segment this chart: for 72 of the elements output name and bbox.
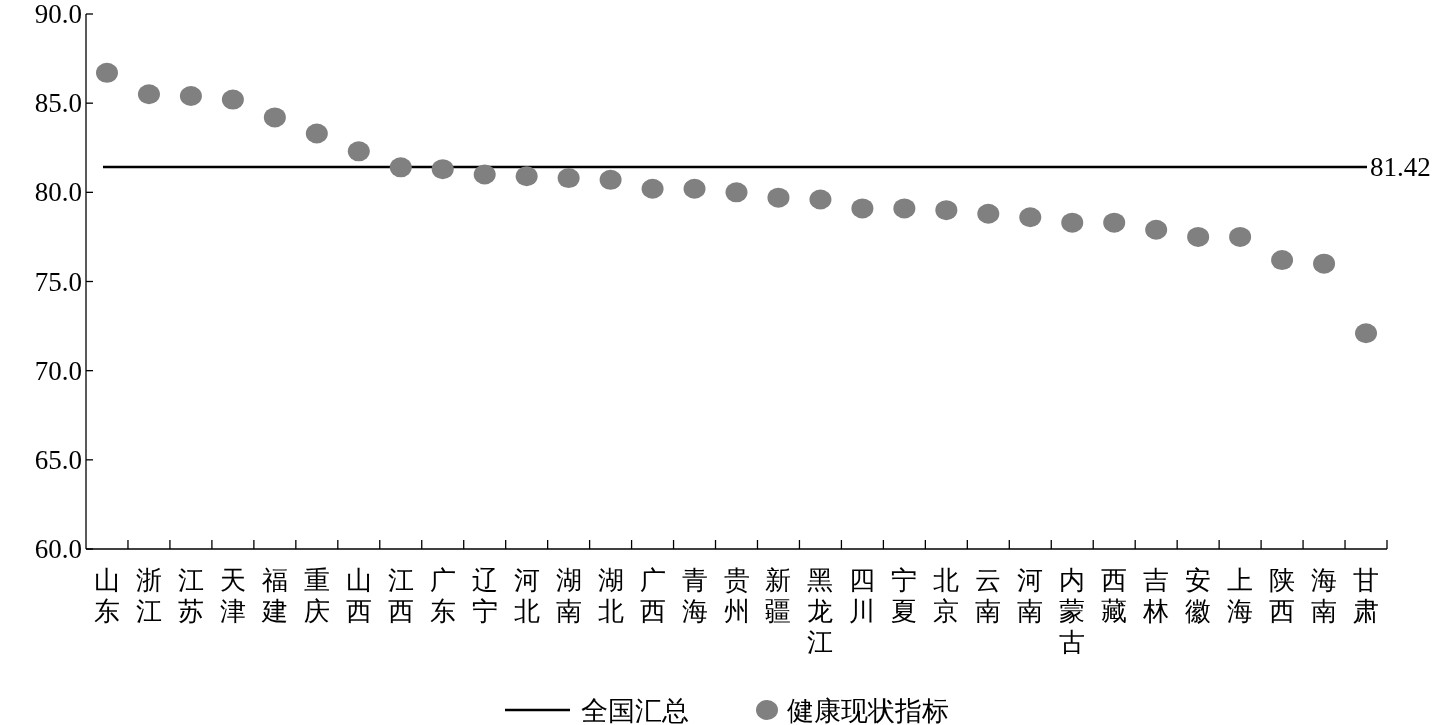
point — [1187, 226, 1210, 247]
point — [1019, 207, 1042, 228]
point — [1355, 323, 1378, 344]
point — [1313, 253, 1336, 274]
point — [263, 107, 286, 128]
x-tick-label: 四川 — [849, 566, 876, 626]
point — [1229, 226, 1252, 247]
x-tick-label: 湖北 — [597, 566, 624, 626]
point — [515, 166, 538, 187]
x-tick-label: 西藏 — [1101, 566, 1128, 626]
x-tick-label: 上海 — [1227, 566, 1254, 626]
x-tick-label: 山东 — [93, 566, 120, 626]
x-tick-label: 内蒙古 — [1059, 566, 1086, 657]
annotation: 81.42 — [1370, 152, 1431, 183]
point — [179, 86, 202, 107]
x-tick-label: 河北 — [513, 566, 540, 626]
y-tick-label: 70.0 — [34, 355, 82, 386]
x-tick-label: 贵州 — [723, 566, 750, 626]
point — [557, 168, 580, 189]
point — [221, 89, 244, 110]
x-tick-label: 陕西 — [1269, 566, 1296, 626]
x-tick-label: 云南 — [975, 566, 1002, 626]
x-tick-label: 海南 — [1311, 566, 1338, 626]
point — [1145, 219, 1168, 240]
point — [599, 169, 622, 190]
x-tick-label: 河南 — [1017, 566, 1044, 626]
x-tick-label: 湖南 — [555, 566, 582, 626]
y-tick-label: 75.0 — [34, 266, 82, 297]
y-tick-label: 65.0 — [34, 444, 82, 475]
y-tick-label: 80.0 — [34, 177, 82, 208]
point — [95, 62, 118, 83]
point — [347, 141, 370, 162]
legend-label: 健康现状指标 — [787, 696, 949, 725]
y-tick-label: 60.0 — [34, 534, 82, 564]
x-tick-label: 浙江 — [135, 566, 162, 626]
x-tick-label: 甘肃 — [1353, 566, 1380, 626]
point — [473, 164, 496, 185]
point — [683, 178, 706, 199]
x-tick-label: 江苏 — [177, 566, 204, 626]
point — [305, 123, 328, 144]
point — [431, 159, 454, 180]
x-tick-label: 辽宁 — [471, 566, 498, 626]
point — [851, 198, 874, 219]
x-tick-label: 重庆 — [303, 566, 330, 626]
point — [977, 203, 1000, 224]
point — [641, 178, 664, 199]
x-tick-label: 青海 — [681, 566, 708, 626]
x-tick-label: 广西 — [639, 566, 666, 626]
x-tick-label: 黑龙江 — [807, 566, 834, 657]
x-tick-label: 新疆 — [765, 566, 792, 626]
x-tick-label: 福建 — [260, 566, 288, 626]
x-tick-label: 广东 — [429, 566, 456, 626]
x-tick-label: 江西 — [387, 566, 414, 626]
x-tick-label: 山西 — [345, 566, 372, 626]
legend-label: 全国汇总 — [581, 696, 689, 725]
x-tick-label: 天津 — [219, 566, 246, 626]
point — [1061, 212, 1084, 233]
point — [725, 182, 748, 203]
point — [137, 84, 160, 105]
x-tick-label: 宁夏 — [891, 566, 918, 626]
point — [893, 198, 916, 219]
point — [1271, 250, 1294, 271]
point — [767, 187, 790, 208]
y-tick-label: 90.0 — [34, 0, 82, 29]
x-tick-label: 吉林 — [1142, 566, 1170, 626]
x-tick-label: 北京 — [933, 566, 960, 626]
point — [389, 157, 412, 178]
point — [935, 200, 958, 221]
y-tick-label: 85.0 — [34, 88, 82, 119]
x-tick-label: 安徽 — [1185, 566, 1212, 626]
point — [809, 189, 832, 210]
point — [1103, 212, 1126, 233]
